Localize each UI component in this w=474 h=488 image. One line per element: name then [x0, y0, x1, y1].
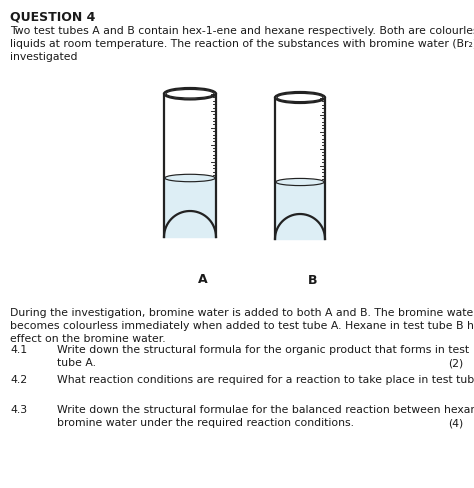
Text: 4.3: 4.3	[10, 405, 27, 415]
Text: (2): (2)	[448, 358, 463, 368]
Text: Write down the structural formulae for the balanced reaction between hexane and: Write down the structural formulae for t…	[57, 405, 474, 415]
Text: bromine water under the required reaction conditions.: bromine water under the required reactio…	[57, 418, 354, 428]
Text: effect on the bromine water.: effect on the bromine water.	[10, 334, 165, 344]
Bar	[165, 178, 215, 237]
Bar	[164, 94, 216, 237]
Text: QUESTION 4: QUESTION 4	[10, 10, 95, 23]
Text: B: B	[308, 274, 318, 287]
Text: liquids at room temperature. The reaction of the substances with bromine water (: liquids at room temperature. The reactio…	[10, 39, 474, 49]
Text: What reaction conditions are required for a reaction to take place in test tube : What reaction conditions are required fo…	[57, 375, 474, 385]
Bar	[276, 182, 324, 239]
Text: tube A.: tube A.	[57, 358, 96, 368]
Text: Write down the structural formula for the organic product that forms in test: Write down the structural formula for th…	[57, 345, 469, 355]
Text: Two test tubes A and B contain hex-1-ene and hexane respectively. Both are colou: Two test tubes A and B contain hex-1-ene…	[10, 26, 474, 36]
Bar	[275, 98, 325, 239]
Text: 4.2: 4.2	[10, 375, 27, 385]
Text: investigated: investigated	[10, 52, 78, 62]
Text: becomes colourless immediately when added to test tube A. Hexane in test tube B : becomes colourless immediately when adde…	[10, 321, 474, 331]
Ellipse shape	[276, 179, 324, 185]
Text: 4.1: 4.1	[10, 345, 27, 355]
Text: (4): (4)	[448, 418, 463, 428]
Ellipse shape	[165, 174, 215, 182]
Text: During the investigation, bromine water is added to both A and B. The bromine wa: During the investigation, bromine water …	[10, 308, 474, 318]
Text: A: A	[198, 273, 208, 286]
